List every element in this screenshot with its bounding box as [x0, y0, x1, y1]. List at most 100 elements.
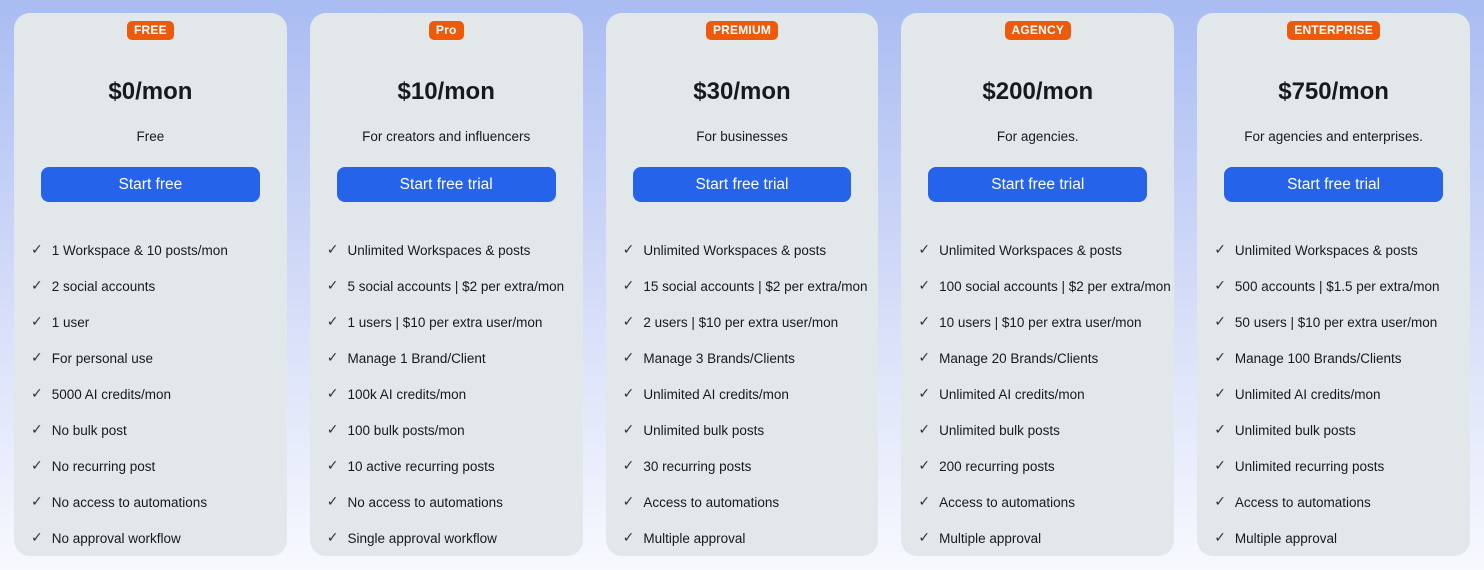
plan-price: $750/mon	[1278, 78, 1389, 105]
plan-description: For creators and influencers	[362, 129, 531, 144]
feature-item: ✓ 1 users | $10 per extra user/mon	[327, 304, 566, 340]
feature-text: Multiple approval	[1234, 530, 1337, 546]
feature-text: 100k AI credits/mon	[347, 386, 467, 402]
feature-item: ✓ Manage 3 Brands/Clients	[623, 340, 862, 376]
feature-text: For personal use	[51, 350, 154, 366]
feature-item: ✓ Manage 20 Brands/Clients	[918, 340, 1157, 376]
feature-item: ✓ Multiple approval	[918, 520, 1157, 556]
check-icon: ✓	[31, 421, 43, 437]
feature-item: ✓ 15 social accounts | $2 per extra/mon	[622, 268, 868, 304]
feature-item: ✓ 2 users | $10 per extra user/mon	[623, 304, 862, 340]
start-free-trial-button[interactable]: Start free trial	[336, 167, 556, 202]
feature-item: ✓ Unlimited Workspaces & posts	[918, 232, 1157, 268]
badge-row: AGENCY	[918, 21, 1157, 40]
check-icon: ✓	[1214, 349, 1226, 365]
feature-text: Unlimited AI credits/mon	[939, 386, 1085, 402]
feature-text: Multiple approval	[643, 530, 746, 546]
feature-item: ✓ 10 active recurring posts	[327, 448, 566, 484]
check-icon: ✓	[622, 421, 635, 437]
feature-item: ✓ 10 users | $10 per extra user/mon	[918, 304, 1157, 340]
feature-list: ✓ Unlimited Workspaces & posts ✓ 5 social a…	[327, 232, 566, 556]
feature-text: 100 bulk posts/mon	[347, 422, 465, 438]
feature-text: Multiple approval	[939, 530, 1042, 546]
pricing-card-pro: Pro $10/mon For creators and influencers…	[309, 13, 583, 556]
plan-badge: Pro	[428, 21, 464, 40]
feature-text: Unlimited bulk posts	[939, 422, 1060, 438]
check-icon: ✓	[1214, 313, 1226, 329]
feature-text: Manage 100 Brands/Clients	[1234, 350, 1402, 366]
feature-item: ✓ Unlimited AI credits/mon	[918, 376, 1157, 412]
feature-item: ✓ 5000 AI credits/mon	[31, 376, 270, 412]
feature-item: ✓ No approval workflow	[31, 520, 270, 556]
pricing-card-agency: AGENCY $200/mon For agencies. Start free…	[901, 13, 1175, 556]
check-icon: ✓	[1214, 457, 1226, 473]
badge-row: FREE	[31, 21, 270, 40]
feature-item: ✓ Unlimited Workspaces & posts	[1214, 232, 1453, 268]
check-icon: ✓	[31, 493, 43, 509]
feature-item: ✓ Unlimited bulk posts	[623, 412, 862, 448]
check-icon: ✓	[918, 493, 931, 509]
check-icon: ✓	[31, 385, 43, 401]
check-icon: ✓	[31, 277, 43, 293]
feature-item: ✓ 200 recurring posts	[918, 448, 1157, 484]
check-icon: ✓	[622, 349, 635, 365]
feature-item: ✓ Manage 100 Brands/Clients	[1214, 340, 1453, 376]
feature-item: ✓ No access to automations	[327, 484, 566, 520]
feature-item: ✓ 30 recurring posts	[623, 448, 862, 484]
check-icon: ✓	[326, 529, 339, 545]
badge-row: PREMIUM	[623, 21, 862, 40]
check-icon: ✓	[31, 313, 43, 329]
check-icon: ✓	[1214, 421, 1226, 437]
check-icon: ✓	[326, 349, 339, 365]
start-free-button[interactable]: Start free	[41, 167, 260, 202]
plan-price: $10/mon	[397, 78, 495, 105]
check-icon: ✓	[1214, 241, 1226, 257]
check-icon: ✓	[622, 277, 635, 293]
check-icon: ✓	[326, 457, 339, 473]
check-icon: ✓	[918, 313, 931, 329]
check-icon: ✓	[31, 457, 43, 473]
feature-list: ✓ Unlimited Workspaces & posts ✓ 100 social…	[918, 232, 1170, 556]
start-free-trial-button[interactable]: Start free trial	[1224, 167, 1443, 202]
feature-text: 10 users | $10 per extra user/mon	[939, 314, 1142, 330]
check-icon: ✓	[1214, 277, 1226, 293]
feature-text: Unlimited AI credits/mon	[1234, 386, 1381, 402]
feature-list: ✓ Unlimited Workspaces & posts ✓ 15 social …	[622, 232, 868, 556]
check-icon: ✓	[622, 529, 635, 545]
feature-text: Access to automations	[939, 494, 1075, 510]
check-icon: ✓	[326, 493, 339, 509]
plan-description: For agencies and enterprises.	[1244, 129, 1423, 144]
start-free-trial-button[interactable]: Start free trial	[928, 167, 1148, 202]
feature-text: Unlimited bulk posts	[1234, 422, 1356, 438]
plan-price: $0/mon	[108, 78, 193, 105]
feature-item: ✓ Single approval workflow	[327, 520, 566, 556]
feature-item: ✓ 500 accounts | $1.5 per extra/mon	[1214, 268, 1453, 304]
feature-list: ✓ 1 Workspace & 10 posts/mon ✓ 2 social acc…	[31, 232, 270, 556]
plan-description: Free	[136, 129, 165, 144]
start-free-trial-button[interactable]: Start free trial	[632, 167, 852, 202]
check-icon: ✓	[31, 349, 43, 365]
plan-badge: FREE	[126, 21, 174, 40]
feature-item: ✓ 5 social accounts | $2 per extra/mon	[327, 268, 566, 304]
check-icon: ✓	[918, 529, 931, 545]
feature-text: 5000 AI credits/mon	[51, 386, 172, 402]
feature-item: ✓ Multiple approval	[1214, 520, 1453, 556]
feature-text: 1 users | $10 per extra user/mon	[347, 314, 543, 330]
feature-list: ✓ Unlimited Workspaces & posts ✓ 500 accoun…	[1214, 232, 1453, 556]
feature-text: 50 users | $10 per extra user/mon	[1234, 314, 1438, 330]
plan-badge: AGENCY	[1004, 21, 1072, 40]
feature-item: ✓ Unlimited AI credits/mon	[623, 376, 862, 412]
feature-text: Unlimited Workspaces & posts	[939, 242, 1122, 258]
feature-item: ✓ 100 bulk posts/mon	[327, 412, 566, 448]
check-icon: ✓	[31, 529, 43, 545]
check-icon: ✓	[622, 241, 635, 257]
feature-text: 500 accounts | $1.5 per extra/mon	[1234, 278, 1440, 294]
feature-text: Unlimited Workspaces & posts	[1234, 242, 1418, 258]
check-icon: ✓	[918, 421, 931, 437]
feature-item: ✓ Multiple approval	[623, 520, 862, 556]
feature-text: Unlimited Workspaces & posts	[643, 242, 827, 258]
feature-text: Unlimited recurring posts	[1234, 458, 1385, 474]
feature-text: Access to automations	[1234, 494, 1371, 510]
plan-price: $30/mon	[693, 78, 791, 105]
feature-text: 10 active recurring posts	[347, 458, 495, 474]
